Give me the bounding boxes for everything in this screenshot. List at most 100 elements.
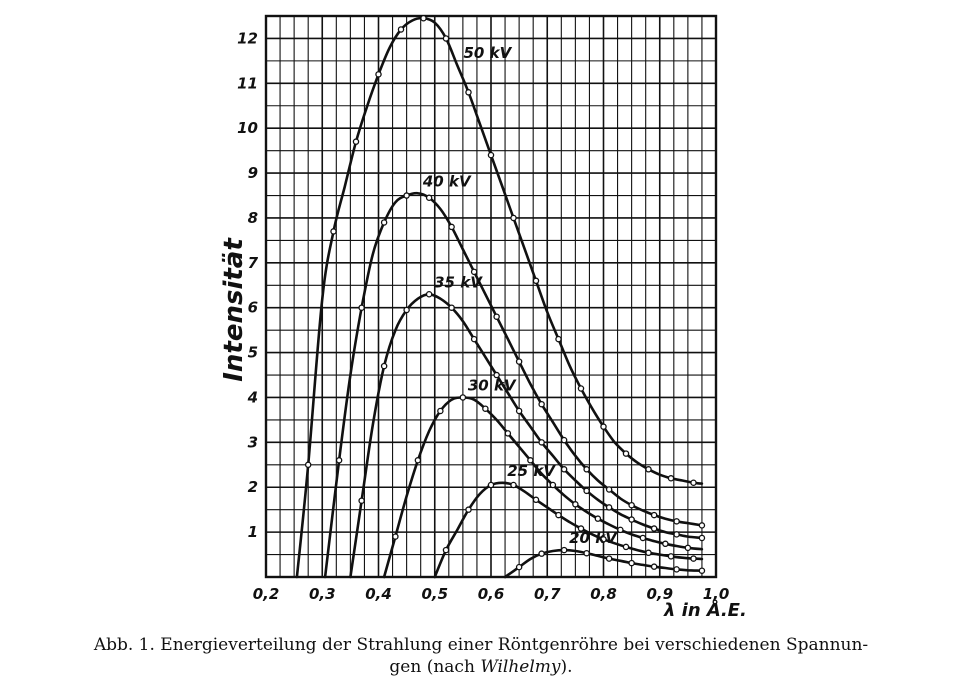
series-label: 20 kV bbox=[569, 529, 618, 547]
data-point bbox=[392, 533, 399, 540]
data-point bbox=[673, 566, 680, 573]
data-point bbox=[622, 450, 630, 457]
data-point bbox=[459, 394, 467, 401]
caption-line-2-start: gen (nach bbox=[389, 657, 481, 677]
y-tick-label: 7 bbox=[248, 254, 259, 272]
plot-border bbox=[264, 14, 718, 579]
x-tick-label: 0,3 bbox=[309, 585, 336, 603]
data-point bbox=[380, 362, 388, 370]
figure-caption: Abb. 1. Energieverteilung der Strahlung … bbox=[0, 634, 962, 678]
data-point bbox=[425, 194, 433, 202]
series-label: 50 kV bbox=[464, 44, 513, 62]
y-tick-label: 8 bbox=[248, 209, 258, 227]
data-point bbox=[667, 553, 675, 560]
data-point bbox=[448, 304, 455, 311]
x-tick-label: 0,5 bbox=[421, 585, 448, 603]
y-tick-label: 9 bbox=[248, 164, 258, 182]
data-point bbox=[493, 313, 500, 320]
data-point bbox=[335, 457, 343, 464]
data-point bbox=[698, 534, 706, 542]
data-point bbox=[304, 461, 312, 469]
data-point bbox=[605, 504, 613, 511]
data-point bbox=[397, 26, 405, 33]
series-lines bbox=[295, 16, 704, 579]
caption-line-2-end: ). bbox=[560, 657, 573, 677]
data-point bbox=[487, 481, 495, 489]
data-point bbox=[673, 531, 680, 538]
x-tick-labels: 0,2 0,3 0,4 0,5 0,6 0,7 0,8 0,9 1,0 bbox=[253, 585, 730, 603]
x-tick-label: 0,9 bbox=[646, 585, 673, 603]
data-point bbox=[572, 501, 579, 508]
data-point bbox=[639, 534, 647, 542]
data-point bbox=[583, 487, 590, 495]
data-point bbox=[420, 14, 427, 22]
x-tick-label: 0,7 bbox=[534, 585, 561, 603]
data-point bbox=[555, 335, 562, 343]
data-point bbox=[560, 436, 568, 444]
data-point bbox=[515, 563, 523, 571]
data-point bbox=[330, 228, 337, 235]
data-point bbox=[645, 466, 652, 473]
data-point bbox=[515, 407, 523, 415]
data-point bbox=[560, 466, 568, 473]
data-point bbox=[527, 457, 534, 464]
data-point bbox=[403, 192, 410, 199]
data-point bbox=[465, 89, 472, 96]
data-point bbox=[442, 35, 450, 42]
data-point bbox=[605, 486, 613, 493]
data-point bbox=[414, 457, 422, 464]
data-point bbox=[504, 430, 512, 437]
caption-author: Wilhelmy bbox=[480, 657, 561, 677]
y-tick-label: 6 bbox=[248, 299, 258, 317]
series-label: 25 kV bbox=[507, 462, 556, 480]
data-point bbox=[583, 466, 590, 473]
data-point bbox=[600, 423, 607, 430]
data-point bbox=[594, 515, 602, 522]
data-point bbox=[538, 550, 545, 557]
series-label: 35 kV bbox=[434, 273, 483, 291]
data-point bbox=[577, 525, 585, 532]
data-point bbox=[577, 385, 585, 392]
data-point bbox=[560, 546, 568, 554]
data-point bbox=[380, 219, 388, 226]
plot-frame bbox=[264, 14, 718, 579]
data-point bbox=[538, 439, 545, 446]
data-point bbox=[425, 291, 433, 298]
series-line bbox=[382, 396, 704, 579]
series-label: 30 kV bbox=[468, 376, 517, 394]
data-point bbox=[622, 543, 630, 551]
y-tick-label: 1 bbox=[248, 523, 258, 541]
y-tick-label: 4 bbox=[247, 388, 258, 406]
data-point bbox=[437, 407, 444, 415]
data-point bbox=[532, 496, 540, 504]
x-tick-label: 0,4 bbox=[365, 585, 392, 603]
data-point bbox=[605, 555, 613, 562]
data-point bbox=[352, 138, 360, 145]
data-point bbox=[470, 335, 478, 343]
data-point bbox=[403, 306, 410, 314]
data-point bbox=[358, 497, 365, 504]
data-point bbox=[690, 555, 697, 562]
data-point bbox=[538, 400, 545, 408]
data-point bbox=[510, 481, 517, 489]
data-point bbox=[698, 567, 706, 574]
series-labels: 50 kV 40 kV 35 kV 30 kV 25 kV 20 kV bbox=[422, 44, 618, 547]
x-tick-label: 0,2 bbox=[253, 585, 280, 603]
y-tick-label: 12 bbox=[237, 29, 258, 47]
data-point bbox=[650, 563, 658, 570]
data-point bbox=[583, 549, 590, 557]
data-point bbox=[628, 501, 635, 509]
data-point bbox=[667, 475, 675, 482]
x-tick-label: 1,0 bbox=[703, 585, 730, 603]
data-point bbox=[650, 525, 658, 532]
x-tick-label: 0,8 bbox=[590, 585, 617, 603]
x-tick-label: 0,6 bbox=[478, 585, 505, 603]
series-line bbox=[433, 481, 704, 579]
series-points bbox=[304, 14, 706, 574]
data-point bbox=[487, 151, 495, 159]
data-point bbox=[684, 544, 692, 552]
data-point bbox=[510, 214, 517, 222]
data-point bbox=[375, 71, 382, 78]
y-tick-label: 11 bbox=[237, 74, 258, 92]
